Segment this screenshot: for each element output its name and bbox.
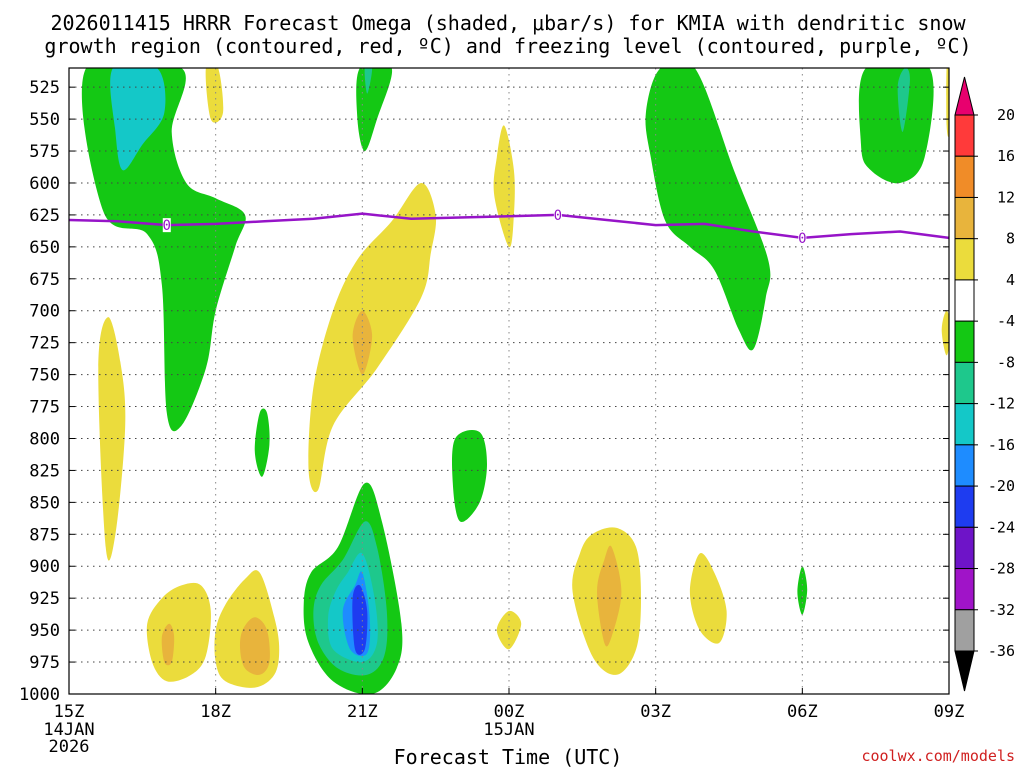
omega-region-14 — [941, 310, 949, 356]
x-tick-label-21Z: 21Z — [347, 702, 378, 722]
y-tick-label-575: 575 — [29, 142, 60, 162]
omega-region-22 — [161, 623, 175, 666]
colorbar-bin-12 — [954, 568, 975, 611]
colorbar-bin-7 — [954, 361, 975, 405]
colorbar-label-12: -32 — [988, 601, 1015, 619]
y-tick-label-700: 700 — [29, 302, 60, 322]
x-tick-label-00Z: 00Z — [494, 702, 525, 722]
y-tick-label-650: 650 — [29, 238, 60, 258]
freezing-level-label-2: 0 — [798, 231, 806, 247]
y-tick-label-875: 875 — [29, 525, 60, 545]
colorbar-label-6: -8 — [997, 353, 1015, 371]
omega-region-10 — [451, 429, 487, 523]
omega-region-20 — [352, 584, 368, 655]
x-tick-sublabel-14JAN: 14JAN — [43, 720, 94, 740]
colorbar-label-0: 20 — [997, 106, 1015, 124]
y-tick-label-725: 725 — [29, 334, 60, 354]
omega-region-4 — [205, 68, 224, 123]
omega-region-11 — [645, 68, 771, 351]
colorbar-label-9: -20 — [988, 477, 1015, 495]
colorbar-label-2: 12 — [997, 188, 1015, 206]
y-tick-label-750: 750 — [29, 366, 60, 386]
colorbar-bin-3 — [954, 196, 975, 240]
y-tick-label-825: 825 — [29, 461, 60, 481]
freezing-label-bg-2 — [798, 230, 807, 245]
colorbar-top-arrow — [954, 76, 975, 116]
colorbar-label-5: -4 — [997, 312, 1015, 330]
omega-region-26 — [597, 545, 622, 647]
colorbar-bin-2 — [954, 155, 975, 198]
chart-title-line-1: 2026011415 HRRR Forecast Omega (shaded, … — [50, 11, 966, 35]
x-tick-label-18Z: 18Z — [200, 702, 231, 722]
colorbar-label-7: -12 — [988, 395, 1015, 413]
omega-region-28 — [689, 552, 727, 644]
x-tick-sublabel-15JAN: 15JAN — [483, 720, 534, 740]
y-tick-label-925: 925 — [29, 589, 60, 609]
freezing-level-label-1: 0 — [554, 208, 562, 224]
colorbar-label-3: 8 — [1006, 230, 1015, 248]
colorbar-bin-10 — [954, 485, 975, 528]
y-tick-label-525: 525 — [29, 78, 60, 98]
omega-region-24 — [239, 617, 270, 676]
y-tick-label-775: 775 — [29, 398, 60, 418]
x-tick-label-15Z: 15Z — [54, 702, 85, 722]
y-tick-label-550: 550 — [29, 110, 60, 130]
colorbar-label-10: -24 — [988, 518, 1015, 536]
omega-region-3 — [364, 68, 373, 94]
omega-region-1 — [110, 68, 166, 171]
colorbar-bin-11 — [954, 526, 975, 570]
colorbar-label-13: -36 — [988, 642, 1015, 660]
omega-region-6 — [308, 182, 437, 493]
omega-region-9 — [254, 408, 270, 477]
omega-region-7 — [352, 310, 373, 375]
omega-region-12 — [858, 68, 934, 184]
colorbar-bottom-arrow — [954, 650, 975, 692]
freezing-level-label-0: 0 — [163, 218, 171, 234]
omega-shaded-regions — [81, 68, 949, 694]
omega-region-27 — [496, 610, 522, 650]
omega-region-13 — [897, 68, 910, 132]
y-tick-label-600: 600 — [29, 174, 60, 194]
colorbar-bin-13 — [954, 609, 975, 652]
colorbar-bin-9 — [954, 444, 975, 487]
colorbar-label-8: -16 — [988, 436, 1015, 454]
omega-region-2 — [356, 68, 393, 151]
x-tick-label-09Z: 09Z — [934, 702, 965, 722]
colorbar-label-11: -28 — [988, 560, 1015, 578]
omega-region-8 — [493, 125, 515, 248]
y-tick-label-625: 625 — [29, 206, 60, 226]
y-tick-label-975: 975 — [29, 653, 60, 673]
x-tick-label-06Z: 06Z — [787, 702, 818, 722]
omega-region-15 — [946, 68, 949, 137]
y-tick-label-1000: 1000 — [19, 685, 60, 705]
chart-title-line-2: growth region (contoured, red, ºC) and f… — [44, 34, 971, 58]
colorbar-bin-1 — [954, 114, 975, 157]
freezing-label-bg-1 — [553, 207, 562, 222]
x-axis-label: Forecast Time (UTC) — [394, 745, 623, 768]
y-tick-label-850: 850 — [29, 493, 60, 513]
colorbar-bin-4 — [954, 238, 975, 281]
colorbar-label-1: 16 — [997, 147, 1015, 165]
colorbar-label-4: 4 — [1006, 271, 1015, 289]
x-tick-sublabel-2026: 2026 — [49, 737, 90, 757]
y-tick-label-675: 675 — [29, 270, 60, 290]
colorbar-bin-6 — [954, 320, 975, 363]
freezing-level-labels: 0 0 0 — [162, 207, 807, 247]
grid-lines — [69, 68, 949, 694]
y-tick-label-800: 800 — [29, 429, 60, 449]
colorbar-bin-5 — [954, 279, 975, 322]
freezing-label-bg-0 — [162, 218, 171, 233]
y-tick-label-950: 950 — [29, 621, 60, 641]
colorbar-bin-8 — [954, 403, 975, 446]
colorbar: 20 16 12 8 4 -4 -8 -12 -16 -20 -24 -28 -32 -36 — [954, 76, 1015, 692]
y-tick-label-900: 900 — [29, 557, 60, 577]
y-axis-ticks: 525 550 575 600 625 650 675 700 725 750 775 800 825 8… — [19, 78, 949, 705]
omega-region-21 — [146, 582, 211, 682]
watermark: coolwx.com/models — [861, 747, 1015, 765]
x-tick-label-03Z: 03Z — [640, 702, 671, 722]
